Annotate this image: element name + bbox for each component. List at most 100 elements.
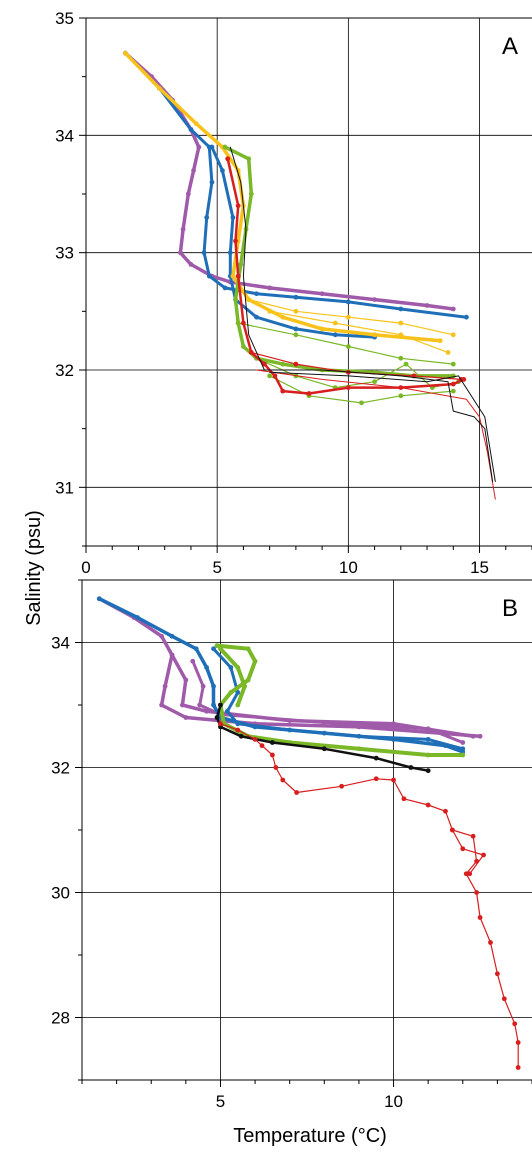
panel-a-series-2-point-1 [220, 168, 225, 173]
panel-a-x-tick-label-0: 0 [81, 558, 90, 577]
panel-a-series-0-point-15 [424, 303, 430, 308]
panel-a-series-6-point-2 [248, 191, 254, 197]
panel-a-series-8-point-2 [359, 400, 364, 406]
panel-b-series-8-point-12 [425, 802, 431, 808]
panel-a-series-6-point-9 [280, 361, 286, 367]
panel-b-series-4-point-2 [235, 690, 241, 695]
panel-a-series-6-point-4 [238, 262, 244, 267]
panel-a-series-9-point-4 [450, 361, 456, 367]
panel-b-series-7-point-7 [408, 765, 414, 770]
panel-b-series-6-point-2 [242, 683, 248, 689]
panel-a-series-0-point-6 [185, 191, 191, 197]
panel-b-series-2-point-2 [197, 702, 203, 708]
panel-b: 5 10 28 30 32 34 B [51, 579, 532, 1111]
x-axis-title: Temperature (°C) [233, 1125, 387, 1147]
panel-a-series-5-point-3 [445, 350, 451, 355]
panel-a-series-10-point-12 [450, 381, 456, 387]
panel-b-series-3-point-3 [193, 646, 199, 652]
panel-b-series-8-point-15 [470, 833, 476, 839]
panel-a-x-tick-label-3: 15 [470, 558, 489, 577]
panel-b-series-1-point-1 [183, 677, 189, 683]
panel-a-series-4-point-2 [345, 314, 351, 320]
panel-b-series-8-point-3 [259, 743, 265, 749]
panel-b-series-7-point-8 [425, 768, 431, 774]
panel-a-series-0-point-14 [372, 297, 377, 302]
panel-b-series-7-point-0 [218, 702, 223, 708]
panel-a-y-tick-label-1: 32 [55, 361, 74, 380]
panel-a-series-2-point-0 [209, 144, 215, 150]
panel-a-series-2-line [210, 145, 377, 339]
panel-a-series-3-point-9 [280, 314, 286, 320]
panel-a-series-2-point-6 [254, 314, 259, 320]
panel-b-series-8-point-9 [373, 776, 379, 782]
panel-b-series-0-point-6 [183, 715, 189, 720]
panel-a-series-4-point-4 [450, 332, 456, 338]
panel-b-series-8-point-20 [488, 940, 493, 945]
panel-b-series-2-point-0 [190, 658, 196, 664]
panel-b-y-tick-label-3: 34 [51, 634, 70, 653]
panel-a-series-9-point-1 [293, 332, 299, 338]
panel-b-series-1-point-6 [470, 733, 476, 739]
panel-b-series-3-point-5 [211, 683, 216, 689]
panel-a-series-0-point-12 [267, 285, 273, 291]
panel-a-series-1-point-12 [398, 306, 404, 312]
panel-b-series-5-point-3 [245, 677, 251, 683]
panel-a-series-3-point-0 [122, 50, 128, 56]
panel-b-series-group [96, 596, 521, 1070]
panel-b-series-5-point-4 [228, 690, 234, 695]
panel-a-series-10-point-3 [235, 273, 241, 279]
panel-b-series-8-line [219, 723, 519, 1069]
panel-b-series-4-point-7 [425, 736, 431, 742]
panel-a-series-1-point-4 [209, 179, 215, 185]
panel-a-series-2-point-7 [293, 326, 299, 332]
panel-a-series-6-line [223, 145, 456, 378]
panel-b-series-8-point-17 [463, 871, 469, 877]
panel-b-series-8-point-13 [443, 808, 448, 814]
panel-b-series-0-point-4 [162, 683, 168, 689]
panel-a-series-0-point-4 [196, 144, 202, 150]
panel-b-series-4-point-0 [211, 646, 216, 652]
panel-a-series-8-point-4 [450, 388, 456, 394]
panel-a-series-5-line [269, 310, 449, 353]
panel-a-series-1-point-13 [464, 314, 469, 320]
panel-b-series-5-point-9 [356, 746, 362, 752]
panel-b-series-8-point-10 [391, 777, 396, 783]
panel-a-x-tick-label-1: 5 [212, 558, 221, 577]
panel-a-series-0-point-7 [180, 226, 186, 232]
panel-a-series-0-point-8 [178, 250, 183, 256]
panel-b-series-8-point-1 [235, 727, 241, 733]
panel-b-series-1-point-2 [179, 702, 185, 708]
panel-a-series-10-point-10 [345, 385, 351, 390]
panel-a-series-3-point-10 [319, 326, 325, 332]
panel-b-series-3-point-0 [96, 596, 102, 602]
panel-b-series-4-point-4 [235, 721, 241, 727]
panel-a-series-0-line [123, 51, 456, 311]
panel-a-series-6-point-0 [222, 144, 228, 150]
panel-a-series-11-point-1 [293, 361, 299, 367]
panel-b-series-3-point-6 [211, 702, 216, 708]
panel-b-series-5-point-0 [214, 643, 220, 649]
panel-a-series-6-point-5 [233, 297, 238, 302]
panel-a-series-3-point-7 [230, 273, 236, 279]
y-axis-title: Salinity (psu) [23, 510, 45, 626]
panel-b-series-8-point-6 [280, 777, 286, 783]
panel-b-series-9-point-1 [460, 846, 466, 852]
panel-a-series-4-point-0 [246, 297, 252, 302]
panel-a-series-2-point-3 [227, 250, 233, 256]
panel-b-series-4-point-1 [228, 665, 234, 670]
panel-b-series-0-point-9 [477, 733, 483, 739]
panel-b-x-tick-label-0: 5 [216, 1092, 225, 1111]
panel-a-series-0-point-16 [450, 306, 456, 312]
panel-b-series-8-point-2 [252, 736, 258, 742]
panel-a-y-tick-label-0: 31 [55, 478, 74, 497]
panel-b-series-7-point-1 [214, 715, 220, 720]
panel-b-series-8-point-5 [273, 765, 279, 770]
panel-b-series-3-point-2 [169, 633, 175, 639]
panel-b-y-tick-label-1: 30 [51, 884, 70, 903]
panel-b-series-4-point-6 [356, 733, 362, 739]
panel-b-series-0-point-5 [159, 702, 165, 708]
panel-b-series-8-point-23 [512, 1021, 518, 1027]
panel-b-series-6-line [218, 646, 247, 707]
panel-a-series-1-point-11 [345, 299, 351, 305]
panel-a-series-9-point-2 [345, 344, 351, 349]
